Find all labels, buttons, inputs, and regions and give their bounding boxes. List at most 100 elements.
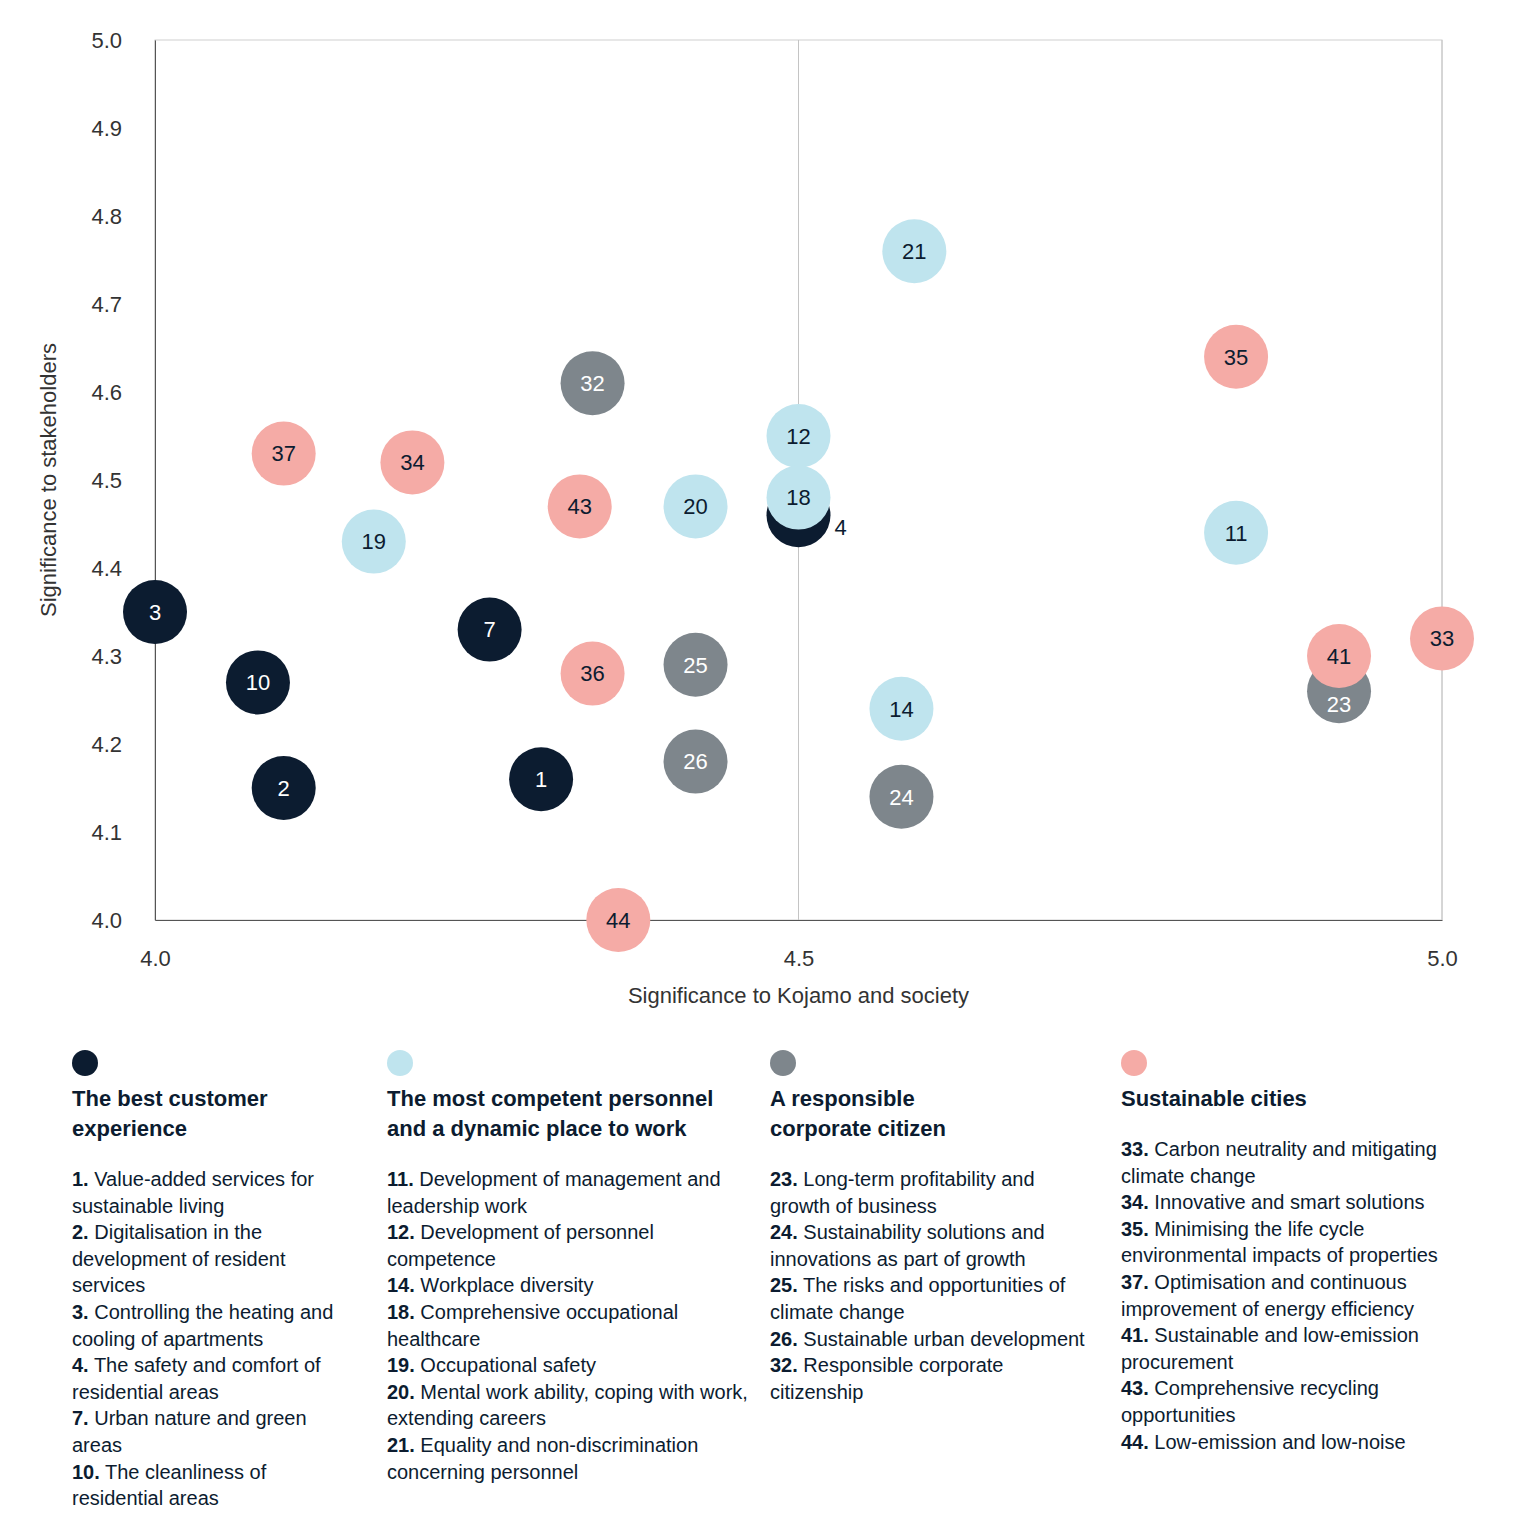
tick: 4.7: [91, 292, 155, 317]
legend-item-text: Sustainability solutions and: [798, 1221, 1045, 1243]
chart-container: 4.04.55.04.04.14.24.34.44.54.64.74.84.95…: [0, 0, 1516, 1536]
point-label: 21: [902, 239, 926, 264]
legend-item-text: Digitalisation in the: [89, 1221, 262, 1243]
legend-item-text: The cleanliness of: [100, 1461, 267, 1483]
legend-title: A responsiblecorporate citizen: [770, 1086, 946, 1141]
legend-item: 2. Digitalisation in thedevelopment of r…: [72, 1221, 286, 1296]
legend-item-number: 41.: [1121, 1324, 1149, 1346]
grid-line: [1442, 40, 1443, 920]
point: [1204, 501, 1268, 565]
legend-item-number: 10.: [72, 1461, 100, 1483]
legend-item-line: healthcare: [387, 1328, 480, 1350]
legend-title-line: experience: [72, 1116, 187, 1141]
legend-item-text: Sustainable and low-emission: [1149, 1324, 1419, 1346]
point: [226, 650, 290, 714]
legend-item: 1. Value-added services for sustainable l…: [72, 1168, 314, 1217]
point: [342, 510, 406, 574]
point-label: 18: [786, 485, 810, 510]
legend-item: 25. The risks and opportunities ofclimat…: [770, 1274, 1066, 1323]
legend-item-line: 32. Responsible corporate: [770, 1354, 1004, 1376]
tick-label: 5.0: [1427, 946, 1458, 971]
legend-item-line: sustainable living: [72, 1195, 224, 1217]
legend-item-number: 35.: [1121, 1218, 1149, 1240]
tick-label: 4.9: [91, 116, 122, 141]
tick-label: 4.7: [91, 292, 122, 317]
legend-item-line: innovations as part of growth: [770, 1248, 1026, 1270]
tick: 4.8: [91, 204, 155, 229]
legend-item-text: Innovative and smart solutions: [1149, 1191, 1425, 1213]
legend-swatch: [1121, 1050, 1147, 1076]
legend-item: 37. Optimisation and continuousimproveme…: [1121, 1271, 1414, 1320]
point: [548, 474, 612, 538]
legend-item-number: 43.: [1121, 1377, 1149, 1399]
legend-item-line: 1. Value-added services for: [72, 1168, 314, 1190]
legend-item-text: Responsible corporate: [798, 1354, 1004, 1376]
axis-line: [155, 41, 156, 921]
legend-item-text: Sustainable urban development: [798, 1328, 1085, 1350]
point-label: 35: [1224, 345, 1248, 370]
tick-label: 4.5: [91, 468, 122, 493]
tick-label: 4.2: [91, 732, 122, 757]
legend-column: The best customerexperience 1. Value-adde…: [72, 1050, 333, 1509]
legend-swatch: [72, 1050, 98, 1076]
tick-label: 4.8: [91, 204, 122, 229]
legend-item-number: 14.: [387, 1274, 415, 1296]
legend-item-line: 7. Urban nature and green: [72, 1407, 307, 1429]
legend-title-line: and a dynamic place to work: [387, 1116, 687, 1141]
legend-item-number: 25.: [770, 1274, 798, 1296]
legend-item-number: 2.: [72, 1221, 89, 1243]
point: [882, 219, 946, 283]
legend-item-line: citizenship: [770, 1381, 863, 1403]
legend-item-line: extending careers: [387, 1407, 546, 1429]
point: [380, 430, 444, 494]
legend-item-text: Comprehensive recycling: [1149, 1377, 1379, 1399]
point: [869, 765, 933, 829]
legend-item-line: 14. Workplace diversity: [387, 1274, 593, 1296]
legend-item-line: 43. Comprehensive recycling: [1121, 1377, 1379, 1399]
point: [123, 580, 187, 644]
legend-item-number: 23.: [770, 1168, 798, 1190]
tick-label: 4.4: [91, 556, 122, 581]
legend-item-line: 18. Comprehensive occupational: [387, 1301, 678, 1323]
legend-item-line: cooling of apartments: [72, 1328, 263, 1350]
legend-item: 24. Sustainability solutions andinnovati…: [770, 1221, 1045, 1270]
grid-line: [155, 40, 156, 920]
point: [252, 422, 316, 486]
legend-item-line: areas: [72, 1434, 122, 1456]
tick: 5.0: [1427, 920, 1458, 971]
tick-label: 4.5: [784, 946, 815, 971]
legend-column: The most competent personneland a dynami…: [387, 1050, 748, 1483]
tick: 4.0: [140, 920, 171, 971]
legend-item-text: Urban nature and green: [89, 1407, 307, 1429]
point: [561, 351, 625, 415]
x-grid: [155, 40, 1442, 920]
legend-item-line: 35. Minimising the life cycle: [1121, 1218, 1364, 1240]
legend-item-number: 37.: [1121, 1271, 1149, 1293]
legend-item: 18. Comprehensive occupational healthcare: [387, 1301, 678, 1350]
legend-item: 23. Long-term profitability andgrowth of…: [770, 1168, 1035, 1217]
point-label: 26: [683, 749, 707, 774]
legend-item-line: 44. Low-emission and low-noise: [1121, 1431, 1406, 1453]
legend-title: The most competent personneland a dynami…: [387, 1086, 713, 1141]
legend-item-line: opportunities: [1121, 1404, 1236, 1426]
legend-item-line: 33. Carbon neutrality and mitigating: [1121, 1138, 1437, 1160]
legend-item-line: 37. Optimisation and continuous: [1121, 1271, 1407, 1293]
legend-item: 20. Mental work ability, coping with wor…: [387, 1381, 748, 1430]
legend-item-text: Workplace diversity: [415, 1274, 594, 1296]
legend-item-number: 20.: [387, 1381, 415, 1403]
legend-title: The best customerexperience: [72, 1086, 268, 1141]
legend-item: 7. Urban nature and green areas: [72, 1407, 307, 1456]
legend-item-text: Minimising the life cycle: [1149, 1218, 1365, 1240]
legend-item-number: 21.: [387, 1434, 415, 1456]
legend-item-text: Development of management and: [414, 1168, 721, 1190]
legend-item: 44. Low-emission and low-noise: [1121, 1431, 1406, 1453]
legend-item-line: leadership work: [387, 1195, 528, 1217]
legend-item: 32. Responsible corporate citizenship: [770, 1354, 1004, 1403]
legend-item-number: 26.: [770, 1328, 798, 1350]
legend-item-line: competence: [387, 1248, 496, 1270]
point-label: 11: [1225, 521, 1248, 546]
legend-item: 4. The safety and comfort ofresidential …: [72, 1354, 321, 1403]
axis-line: [156, 920, 1443, 921]
legend-item-line: 23. Long-term profitability and: [770, 1168, 1035, 1190]
tick: 4.4: [91, 556, 155, 581]
